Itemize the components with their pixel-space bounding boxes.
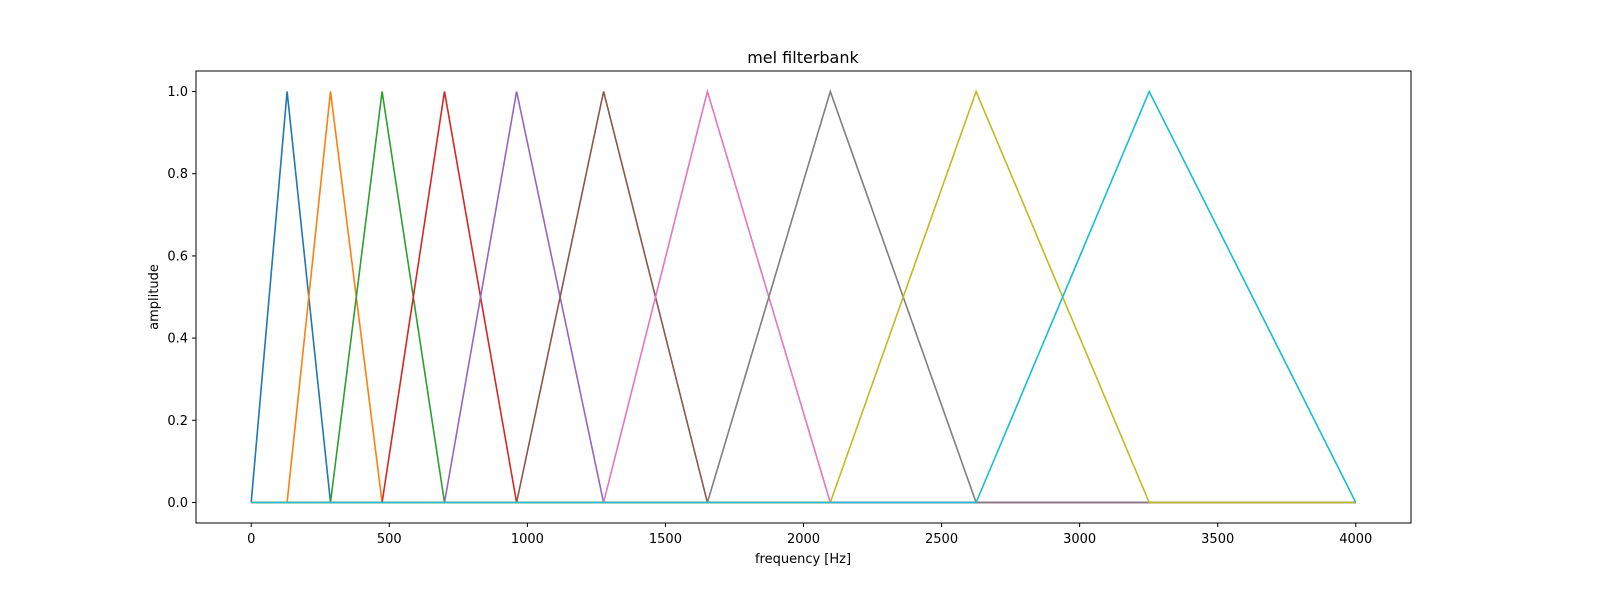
chart-title: mel filterbank xyxy=(747,48,859,67)
x-tick-label: 1500 xyxy=(649,532,682,547)
series-layer xyxy=(251,92,1356,503)
y-tick-label: 1.0 xyxy=(167,85,188,100)
filter-line-4 xyxy=(251,92,1356,503)
x-tick-label: 0 xyxy=(247,532,255,547)
y-tick-label: 0.6 xyxy=(167,249,188,264)
filter-line-5 xyxy=(251,92,1356,503)
filter-line-9 xyxy=(251,92,1356,503)
filter-line-3 xyxy=(251,92,1356,503)
y-tick-label: 0.8 xyxy=(167,167,188,182)
y-tick-label: 0.0 xyxy=(167,496,188,511)
x-tick-label: 3000 xyxy=(1063,532,1096,547)
x-tick-label: 4000 xyxy=(1339,532,1372,547)
y-axis-label: amplitude xyxy=(147,264,162,330)
x-tick-label: 2500 xyxy=(925,532,958,547)
filter-line-2 xyxy=(251,92,1356,503)
y-tick-label: 0.4 xyxy=(167,332,188,347)
filter-line-1 xyxy=(251,92,1356,503)
x-axis-label: frequency [Hz] xyxy=(755,552,851,567)
x-tick-label: 1000 xyxy=(511,532,544,547)
plot-frame xyxy=(196,71,1411,523)
x-tick-label: 2000 xyxy=(787,532,820,547)
filter-line-10 xyxy=(251,92,1356,503)
x-tick-label: 500 xyxy=(377,532,402,547)
y-tick-label: 0.2 xyxy=(167,414,188,429)
x-tick-label: 3500 xyxy=(1201,532,1234,547)
filter-line-8 xyxy=(251,92,1356,503)
filter-line-6 xyxy=(251,92,1356,503)
axis-ticks: 0 500 1000 1500 2000 2500 3000 3500 4000 0.0 0.2 0.… xyxy=(167,85,1372,547)
filter-line-7 xyxy=(251,92,1356,503)
